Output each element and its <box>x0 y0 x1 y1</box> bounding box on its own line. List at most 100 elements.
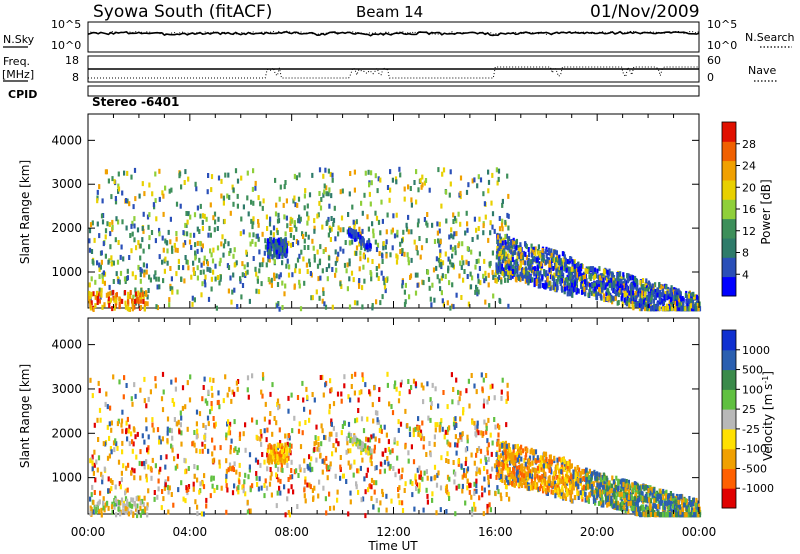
scatter-cell <box>330 226 333 232</box>
scatter-cell <box>339 455 342 460</box>
scatter-cell <box>166 438 169 444</box>
band-cell <box>517 482 520 488</box>
scatter-cell <box>487 456 490 462</box>
scatter-cell <box>340 391 343 397</box>
scatter-cell <box>389 252 392 258</box>
low-cell <box>131 301 134 307</box>
scatter-cell <box>225 509 228 515</box>
scatter-cell <box>392 213 395 219</box>
scatter-cell <box>141 237 144 243</box>
scatter-cell <box>246 262 249 268</box>
scatter-cell <box>461 255 464 261</box>
scatter-cell <box>265 485 269 491</box>
scatter-cell <box>361 285 364 291</box>
band-cell <box>504 239 507 245</box>
scatter-cell <box>237 447 240 453</box>
scatter-cell <box>238 436 241 441</box>
scatter-cell <box>93 237 96 243</box>
scatter-cell <box>223 218 226 224</box>
scatter-cell <box>207 173 210 178</box>
scatter-cell <box>263 493 266 499</box>
scatter-cell <box>457 211 460 217</box>
scatter-cell <box>325 191 328 197</box>
band-cell <box>686 303 689 309</box>
scatter-cell <box>244 422 247 428</box>
scatter-cell <box>398 500 401 506</box>
cluster-cell <box>353 236 356 242</box>
scatter-cell <box>375 465 378 471</box>
band-cell <box>630 294 633 300</box>
cluster-cell <box>284 241 287 247</box>
scatter-cell <box>157 486 160 492</box>
band-cell <box>568 291 571 297</box>
scatter-cell <box>272 232 275 238</box>
scatter-cell <box>128 441 131 447</box>
band-cell <box>651 283 654 289</box>
scatter-cell <box>506 277 509 283</box>
scatter-cell <box>457 400 460 406</box>
low-cell <box>98 291 101 297</box>
scatter-cell <box>458 396 461 402</box>
scatter-cell <box>187 487 190 492</box>
scatter-cell <box>463 269 466 274</box>
scatter-cell <box>214 219 217 225</box>
band-cell <box>636 292 639 298</box>
cluster-cell <box>360 445 363 451</box>
band-cell <box>658 504 661 510</box>
scatter-cell <box>168 427 172 433</box>
scatter-cell <box>439 485 443 491</box>
scatter-cell <box>207 389 210 395</box>
scatter-cell <box>453 424 456 430</box>
band-cell <box>524 260 527 266</box>
scatter-cell <box>367 169 370 175</box>
scatter-cell <box>319 205 323 211</box>
band-cell <box>622 283 625 289</box>
scatter-cell <box>173 417 176 422</box>
scatter-cell <box>476 428 479 434</box>
scatter-cell <box>462 277 465 283</box>
scatter-cell <box>145 403 148 409</box>
scatter-cell <box>491 250 494 256</box>
scatter-cell <box>227 172 230 178</box>
scatter-cell <box>195 409 199 415</box>
scatter-cell <box>298 421 301 427</box>
scatter-cell <box>321 224 324 230</box>
low-cell <box>126 306 129 312</box>
scatter-cell <box>190 274 193 280</box>
scatter-cell <box>157 276 160 282</box>
band-cell <box>564 286 567 292</box>
band-cell <box>543 481 546 487</box>
band-cell <box>659 296 662 302</box>
scatter-cell <box>231 184 234 190</box>
scatter-cell <box>451 246 454 252</box>
scatter-cell <box>114 196 117 201</box>
cluster-cell <box>278 240 281 246</box>
scatter-cell <box>348 304 352 310</box>
band-cell <box>652 306 655 312</box>
scatter-cell <box>498 297 501 303</box>
scatter-cell <box>203 473 206 479</box>
band-cell <box>527 272 530 278</box>
band-cell <box>612 280 615 286</box>
low-cell <box>118 296 121 302</box>
scatter-cell <box>297 196 301 202</box>
low-cell <box>113 305 116 311</box>
scatter-cell <box>422 385 425 391</box>
scatter-cell <box>495 270 498 276</box>
band-cell <box>550 253 553 259</box>
scatter-cell <box>476 420 479 426</box>
band-cell <box>565 460 568 466</box>
band-cell <box>677 294 681 300</box>
scatter-cell <box>407 214 410 220</box>
band-cell <box>564 496 568 501</box>
cluster-cell <box>280 250 283 255</box>
scatter-cell <box>367 487 370 493</box>
scatter-cell <box>141 433 144 439</box>
scatter-cell <box>177 264 180 270</box>
scatter-cell <box>330 431 333 437</box>
scatter-cell <box>397 487 400 492</box>
band-cell <box>525 255 528 261</box>
band-cell <box>536 266 539 272</box>
scatter-cell <box>331 304 334 310</box>
scatter-cell <box>426 381 429 387</box>
